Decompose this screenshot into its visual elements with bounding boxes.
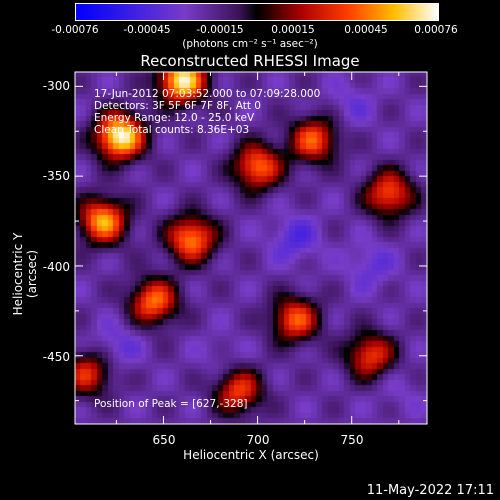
y-tick-label: -450	[42, 350, 70, 364]
y-tick-label: -400	[42, 260, 70, 274]
colorbar-tick: -0.00015	[196, 24, 244, 36]
y-axis-label: Heliocentric Y (arcsec)	[11, 232, 39, 316]
y-tick-label: -350	[42, 169, 70, 183]
y-tick-label: -300	[42, 79, 70, 93]
colorbar	[75, 3, 439, 21]
timestamp: 11-May-2022 17:11	[366, 483, 494, 498]
peak-position-label: Position of Peak = [627,-328]	[94, 398, 248, 410]
heatmap-image	[75, 72, 427, 424]
x-tick-label: 700	[246, 433, 270, 447]
colorbar-tick: -0.00076	[51, 24, 99, 36]
colorbar-units: (photons cm⁻² s⁻¹ asec⁻²)	[182, 38, 318, 50]
colorbar-tick: -0.00045	[123, 24, 171, 36]
colorbar-tick: 0.00076	[414, 24, 458, 36]
detectors-label: Detectors: 3F 5F 6F 7F 8F, Att 0	[94, 100, 261, 112]
plot-frame	[74, 71, 428, 425]
time-range-label: 17-Jun-2012 07:03:52.000 to 07:09:28.000	[94, 88, 321, 100]
x-tick-label: 650	[152, 433, 176, 447]
x-tick-label: 750	[340, 433, 364, 447]
chart-title: Reconstructed RHESSI Image	[140, 52, 360, 70]
clean-counts-label: Clean Total counts: 8.36E+03	[94, 124, 250, 136]
energy-range-label: Energy Range: 12.0 - 25.0 keV	[94, 112, 255, 124]
colorbar-tick: 0.00015	[271, 24, 315, 36]
colorbar-tick: 0.00045	[344, 24, 388, 36]
x-axis-label: Heliocentric X (arcsec)	[183, 448, 319, 462]
colorbar-gradient	[76, 4, 438, 20]
